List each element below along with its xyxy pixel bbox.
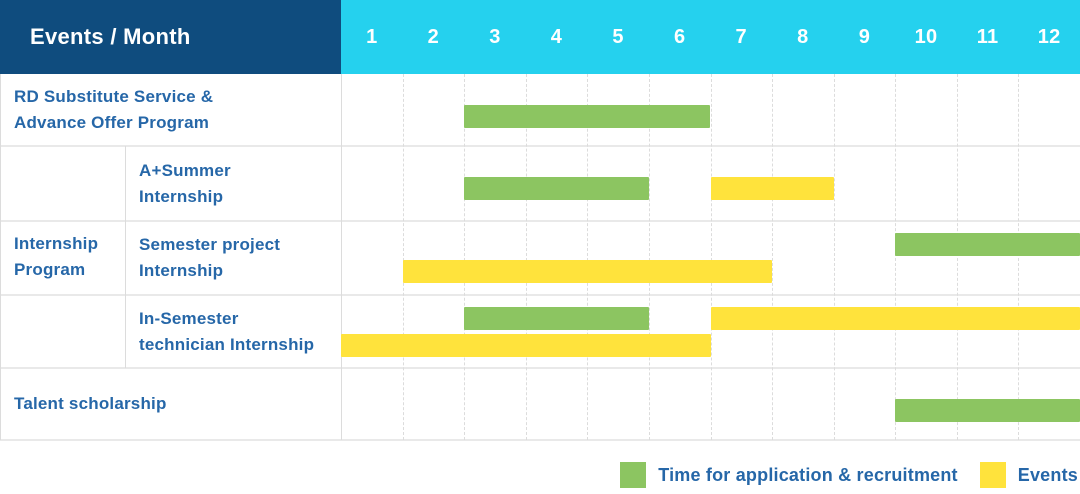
legend-label-application: Time for application & recruitment [658, 464, 958, 485]
month-label: 2 [427, 25, 440, 48]
row-separator [0, 294, 1080, 296]
month-label: 9 [858, 25, 871, 48]
month-label: 5 [612, 25, 624, 48]
month-gridline [1018, 74, 1020, 440]
month-label: 8 [797, 25, 809, 48]
month-header-row: 1 2 3 4 5 6 7 8 9 10 11 12 [341, 0, 1080, 74]
month-gridline [525, 74, 527, 440]
legend-item-events: Events [979, 462, 1078, 488]
group-column-divider [125, 146, 126, 368]
month-label: 1 [366, 25, 378, 48]
month-gridline [833, 74, 835, 440]
label-grid-divider [341, 74, 342, 440]
events-month-header-label: Events / Month [30, 24, 191, 49]
month-gridline [895, 74, 897, 440]
month-label: 7 [735, 25, 747, 48]
gantt-bar-application [464, 105, 711, 128]
row-label-in-semester-technician-internship: In-Semester technician Internship [139, 308, 315, 354]
month-gridline [956, 74, 958, 440]
month-label: 12 [1037, 25, 1061, 48]
gantt-bar-event [402, 260, 773, 283]
month-gridline [648, 74, 650, 440]
gantt-bar-event [710, 177, 834, 200]
row-separator [0, 367, 1080, 369]
row-separator [0, 220, 1080, 222]
month-label: 3 [489, 25, 501, 48]
row-label-a-plus-summer-internship: A+Summer Internship [139, 160, 231, 206]
month-gridline [772, 74, 774, 440]
month-gridline [710, 74, 712, 440]
month-label: 10 [914, 25, 938, 48]
gantt-bar-application [464, 177, 649, 200]
group-label-internship-program: Internship Program [14, 234, 99, 279]
month-gridline [464, 74, 466, 440]
gantt-bar-application [895, 233, 1080, 256]
legend-item-application: Time for application & recruitment [620, 462, 958, 488]
gantt-bar-application [895, 399, 1080, 422]
gantt-bar-event [710, 307, 1080, 330]
events-color-swatch-icon [979, 462, 1006, 488]
table-left-border [0, 74, 1, 440]
gantt-grid [341, 74, 1080, 440]
month-gridline [402, 74, 404, 440]
table-corner-header: Events / Month [0, 0, 341, 74]
legend: Time for application & recruitment Event… [620, 460, 1078, 490]
row-separator [0, 145, 1080, 147]
month-label: 6 [673, 25, 686, 48]
legend-label-events: Events [1017, 464, 1078, 485]
month-gridline [587, 74, 589, 440]
row-label-semester-project-internship: Semester project Internship [139, 235, 281, 280]
row-label-rd-substitute-service: RD Substitute Service & Advance Offer Pr… [14, 87, 214, 132]
application-color-swatch-icon [620, 462, 647, 488]
month-label: 11 [976, 25, 999, 48]
row-label-talent-scholarship: Talent scholarship [14, 394, 167, 413]
gantt-bar-event [341, 334, 711, 357]
table-bottom-border [0, 439, 1080, 441]
gantt-bar-application [464, 307, 649, 330]
month-label: 4 [550, 25, 563, 48]
